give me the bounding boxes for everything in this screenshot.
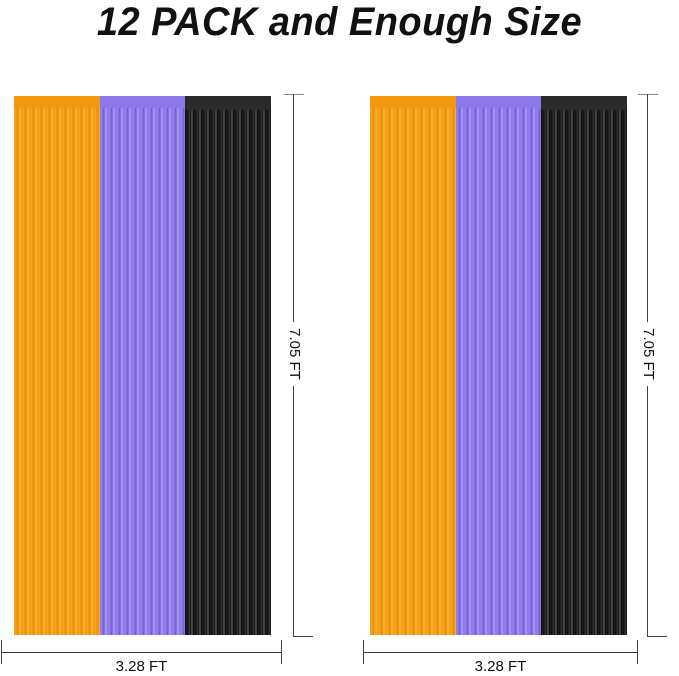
height-label: 7.05 FT	[638, 322, 658, 386]
width-dimension-right: 3.28 FT	[363, 640, 638, 676]
dimension-tick	[637, 640, 638, 664]
dimension-arrow-icon	[363, 652, 638, 653]
black-foil-curtain	[185, 96, 272, 635]
width-label: 3.28 FT	[474, 658, 527, 675]
purple-foil-curtain	[99, 96, 186, 635]
curtain-set-right	[370, 96, 628, 635]
purple-foil-curtain	[455, 96, 542, 635]
dimension-tick	[647, 636, 667, 637]
height-dimension-right: 7.05 FT	[638, 94, 667, 637]
height-label: 7.05 FT	[284, 322, 304, 386]
dimension-tick	[293, 636, 313, 637]
dimension-tick	[638, 94, 658, 95]
width-dimension-left: 3.28 FT	[1, 640, 282, 676]
dimension-tick	[284, 94, 304, 95]
height-dimension-left: 7.05 FT	[284, 94, 313, 637]
orange-foil-curtain	[14, 96, 100, 635]
dimension-arrow-icon	[1, 652, 282, 653]
orange-foil-curtain	[370, 96, 456, 635]
curtain-set-left	[14, 96, 272, 635]
black-foil-curtain	[541, 96, 628, 635]
headline: 12 PACK and Enough Size	[96, 0, 583, 44]
dimension-tick	[281, 640, 282, 664]
width-label: 3.28 FT	[115, 658, 168, 675]
